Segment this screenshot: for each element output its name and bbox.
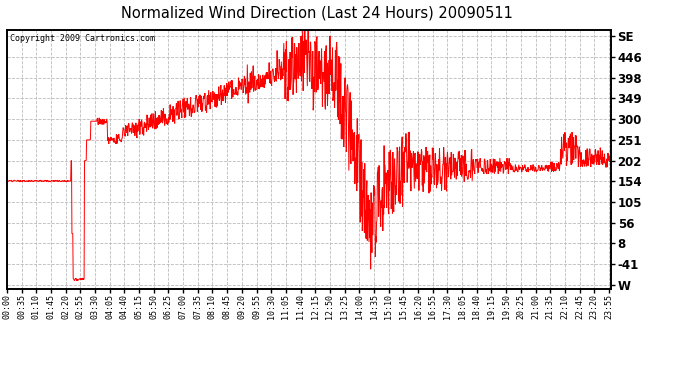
Text: Normalized Wind Direction (Last 24 Hours) 20090511: Normalized Wind Direction (Last 24 Hours… — [121, 6, 513, 21]
Text: Copyright 2009 Cartronics.com: Copyright 2009 Cartronics.com — [10, 34, 155, 43]
